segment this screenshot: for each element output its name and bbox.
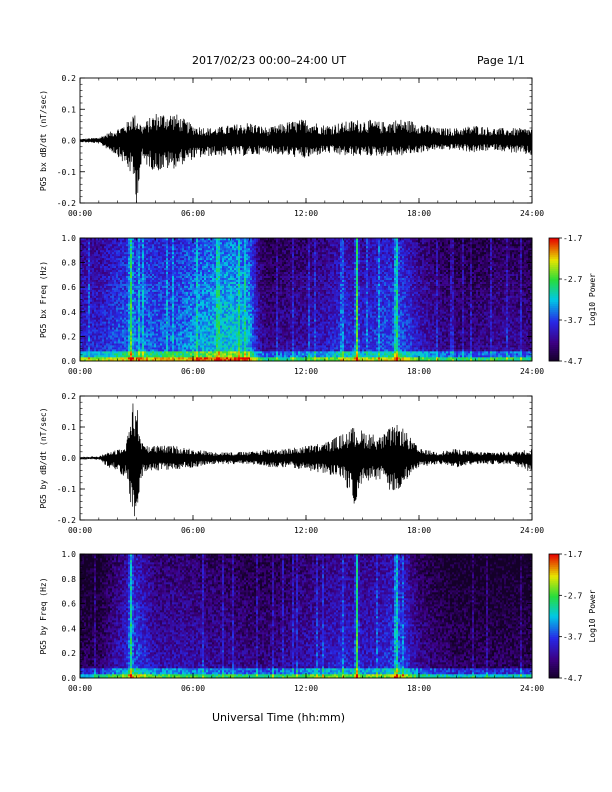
- y-axis-label: PG5 bx Freq (Hz): [39, 261, 48, 338]
- y-tick-label: 0.1: [62, 105, 77, 114]
- y-tick-label: -0.2: [57, 199, 76, 208]
- y-tick-label: -0.2: [57, 516, 76, 525]
- colorbar-tick-label: -1.7: [563, 550, 582, 559]
- spectrogram-cells: [80, 238, 533, 362]
- y-tick-label: 1.0: [62, 234, 77, 243]
- x-tick-label: 06:00: [181, 209, 205, 218]
- y-tick-label: 0.6: [62, 283, 77, 292]
- waveform-panel: -0.2 -0.1 0.0 0.1 0.2 00:00 06:00 12:00 18:00 24:…: [39, 392, 544, 535]
- colorbar-label: Log10 Power: [588, 589, 597, 642]
- x-tick-label: 18:00: [407, 684, 431, 693]
- y-tick-label: 0.2: [62, 649, 77, 658]
- y-tick-label: 0.1: [62, 423, 77, 432]
- y-tick-label: -0.1: [57, 485, 76, 494]
- colorbar-label: Log10 Power: [588, 273, 597, 326]
- y-axis-label: PG5 by dB/dt (nT/sec): [39, 407, 48, 508]
- colorbar-tick-label: -3.7: [563, 633, 582, 642]
- spectrogram-panel: 0.0 0.2 0.4 0.6 0.8 1.0 -1.7 -2.7 -3.7 -4.7 Log10 …: [39, 234, 597, 376]
- y-tick-label: 0.2: [62, 392, 77, 401]
- x-tick-label: 12:00: [294, 209, 318, 218]
- colorbar: -1.7 -2.7 -3.7 -4.7 Log10 Power: [548, 234, 597, 366]
- y-tick-label: 0.0: [62, 137, 77, 146]
- waveform-trace: [79, 114, 533, 203]
- y-tick-label: 1.0: [62, 550, 77, 559]
- x-tick-label: 06:00: [181, 367, 205, 376]
- colorbar-tick-label: -2.7: [563, 591, 582, 600]
- y-tick-label: 0.6: [62, 600, 77, 609]
- x-tick-label: 00:00: [68, 526, 92, 535]
- x-tick-label: 12:00: [294, 684, 318, 693]
- x-tick-label: 18:00: [407, 209, 431, 218]
- x-tick-label: 06:00: [181, 684, 205, 693]
- waveform-trace: [79, 403, 533, 517]
- x-tick-label: 12:00: [294, 526, 318, 535]
- x-tick-label: 12:00: [294, 367, 318, 376]
- waveform-panel: -0.2 -0.1 0.0 0.1 0.2 00:00 06:00 12:00 18:00 24:…: [39, 74, 544, 218]
- y-tick-label: 0.0: [62, 454, 77, 463]
- y-axis-label: PG5 bx dB/dt (nT/sec): [39, 90, 48, 191]
- y-axis-label: PG5 by Freq (Hz): [39, 577, 48, 654]
- x-tick-label: 00:00: [68, 209, 92, 218]
- y-tick-label: 0.0: [62, 674, 77, 683]
- y-tick-label: 0.0: [62, 357, 77, 366]
- x-tick-label: 00:00: [68, 684, 92, 693]
- y-tick-label: 0.4: [62, 308, 77, 317]
- y-tick-label: -0.1: [57, 168, 76, 177]
- y-tick-label: 0.2: [62, 74, 77, 83]
- colorbar-tick-label: -4.7: [563, 357, 582, 366]
- x-tick-label: 24:00: [520, 367, 544, 376]
- y-tick-label: 0.2: [62, 332, 77, 341]
- colorbar: -1.7 -2.7 -3.7 -4.7 Log10 Power: [548, 550, 597, 683]
- y-tick-label: 0.4: [62, 624, 77, 633]
- x-tick-label: 24:00: [520, 684, 544, 693]
- colorbar-frame: [548, 553, 560, 679]
- colorbar-tick-label: -4.7: [563, 674, 582, 683]
- x-tick-label: 24:00: [520, 209, 544, 218]
- page-number: Page 1/1: [477, 54, 525, 67]
- x-tick-label: 24:00: [520, 526, 544, 535]
- colorbar-frame: [548, 237, 560, 362]
- colorbar-tick-label: -3.7: [563, 316, 582, 325]
- y-tick-label: 0.8: [62, 259, 77, 268]
- x-tick-label: 00:00: [68, 367, 92, 376]
- x-tick-label: 18:00: [407, 526, 431, 535]
- colorbar-tick-label: -1.7: [563, 234, 582, 243]
- x-tick-label: 06:00: [181, 526, 205, 535]
- page-title: 2017/02/23 00:00–24:00 UT: [192, 54, 346, 67]
- y-tick-label: 0.8: [62, 575, 77, 584]
- x-tick-label: 18:00: [407, 367, 431, 376]
- spectrogram-cells: [80, 554, 533, 679]
- colorbar-tick-label: -2.7: [563, 275, 582, 284]
- spectrogram-panel: 0.0 0.2 0.4 0.6 0.8 1.0 -1.7 -2.7 -3.7 -4.7 Log10 …: [39, 550, 597, 693]
- x-axis-title: Universal Time (hh:mm): [212, 711, 345, 724]
